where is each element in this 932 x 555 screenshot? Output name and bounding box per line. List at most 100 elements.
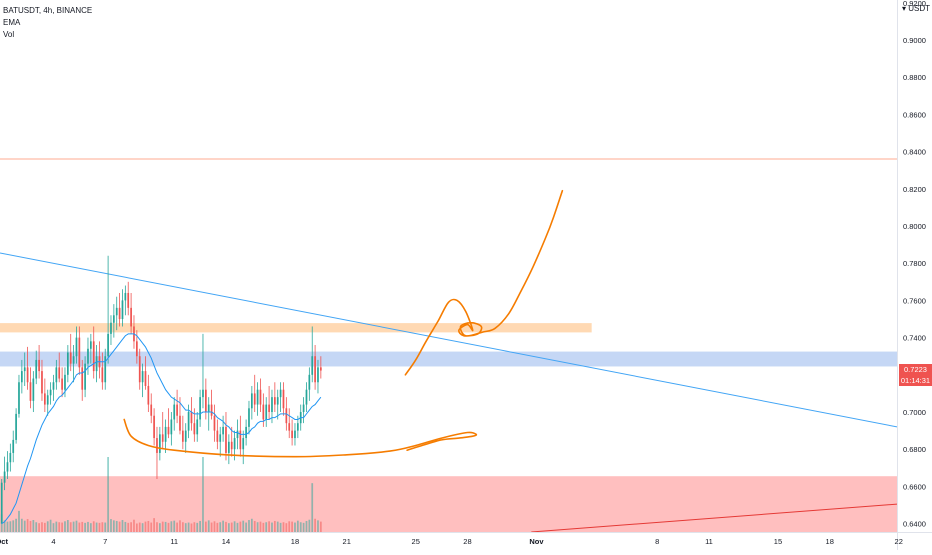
y-tick-label: 0.7800 [903, 259, 926, 268]
candle [294, 423, 296, 446]
volume-bar [55, 521, 58, 532]
last-price-tag: 0.7223 01:14:31 [899, 364, 932, 386]
volume-bar [153, 518, 155, 532]
candle [216, 419, 219, 450]
candle-body [199, 397, 201, 420]
volume-bar [190, 523, 193, 532]
price-unit-label[interactable]: ▾ USDT [902, 4, 930, 13]
candle-body [196, 419, 199, 435]
candle [144, 356, 147, 390]
candle-body [262, 404, 265, 420]
volume-bar [164, 521, 167, 532]
candle [20, 359, 23, 394]
candle [314, 345, 316, 390]
legend-volume[interactable]: Vol [3, 30, 15, 39]
trendline [0, 252, 898, 428]
candle-body [9, 452, 12, 463]
candle [46, 389, 49, 416]
candle [202, 333, 204, 409]
volume-bar [222, 520, 224, 532]
volume-bar [43, 522, 46, 532]
volume-bar [256, 522, 259, 532]
candle-body [15, 413, 17, 440]
candle-body [213, 415, 216, 431]
x-tick-label: Nov [529, 537, 544, 546]
candle [308, 367, 311, 401]
candle [115, 296, 118, 331]
candle [288, 408, 291, 439]
volume-bar [225, 521, 227, 532]
x-tick-label: 22 [895, 537, 903, 546]
volume-bar [236, 522, 239, 532]
candle [230, 426, 233, 457]
volume-bar [72, 521, 75, 532]
volume-bar [179, 520, 181, 532]
candle-body [130, 307, 132, 327]
volume-bar [285, 523, 288, 532]
volume-bar [305, 520, 308, 532]
candle-body [61, 378, 63, 390]
candle [12, 430, 15, 463]
volume-bar [156, 522, 158, 532]
volume-bar [150, 522, 153, 532]
volume-bar [124, 521, 127, 532]
candle [153, 408, 155, 446]
candle-body [193, 423, 196, 435]
volume-bar [242, 520, 245, 532]
candle-body [87, 348, 89, 364]
volume-bar [52, 523, 55, 532]
legend-ema[interactable]: EMA [3, 18, 21, 27]
volume-bar [262, 522, 265, 532]
volume-bar [276, 521, 279, 532]
volume-bar [268, 521, 270, 532]
candle-body [173, 404, 176, 420]
candle [26, 346, 29, 390]
candle [256, 382, 259, 416]
candle [41, 359, 43, 401]
volume-bar [187, 522, 190, 532]
candle [58, 352, 61, 383]
candle-body [115, 307, 118, 316]
x-tick-label: 28 [463, 537, 471, 546]
legend-symbol[interactable]: BATUSDT, 4h, BINANCE [3, 6, 93, 15]
candle [138, 348, 141, 390]
volume-bar [9, 521, 12, 532]
candle [184, 423, 187, 453]
candle [210, 389, 213, 420]
candle [250, 385, 253, 420]
volume-bar [170, 521, 173, 532]
candle-body [64, 374, 66, 390]
candle-body [202, 389, 204, 398]
candle-body [179, 415, 181, 431]
volume-bar [115, 520, 118, 532]
volume-bar [69, 522, 72, 532]
candle [204, 378, 207, 420]
candle-body [250, 393, 253, 409]
volume-bar [161, 521, 164, 532]
bowl-drawing [123, 418, 478, 458]
candle [207, 397, 210, 431]
drawn-lines [0, 158, 898, 533]
candle-body [144, 371, 147, 386]
y-tick-label: 0.9200 [903, 0, 926, 8]
candle-body [72, 356, 75, 364]
candle [311, 326, 314, 383]
volume-bar [210, 522, 213, 532]
x-tick-label: 21 [343, 537, 351, 546]
candle [147, 374, 150, 413]
candle [219, 426, 222, 457]
candle-body [291, 430, 293, 439]
candle-body [164, 426, 167, 442]
candle [236, 419, 239, 450]
y-tick-label: 0.7600 [903, 296, 926, 305]
volume-bar [176, 522, 178, 532]
candle-body [58, 367, 61, 379]
candle-body [153, 415, 155, 439]
candle-body [253, 393, 256, 405]
candle [305, 382, 308, 413]
candle-body [6, 462, 9, 472]
volume-bar [204, 521, 207, 532]
x-tick-label: 15 [774, 537, 782, 546]
